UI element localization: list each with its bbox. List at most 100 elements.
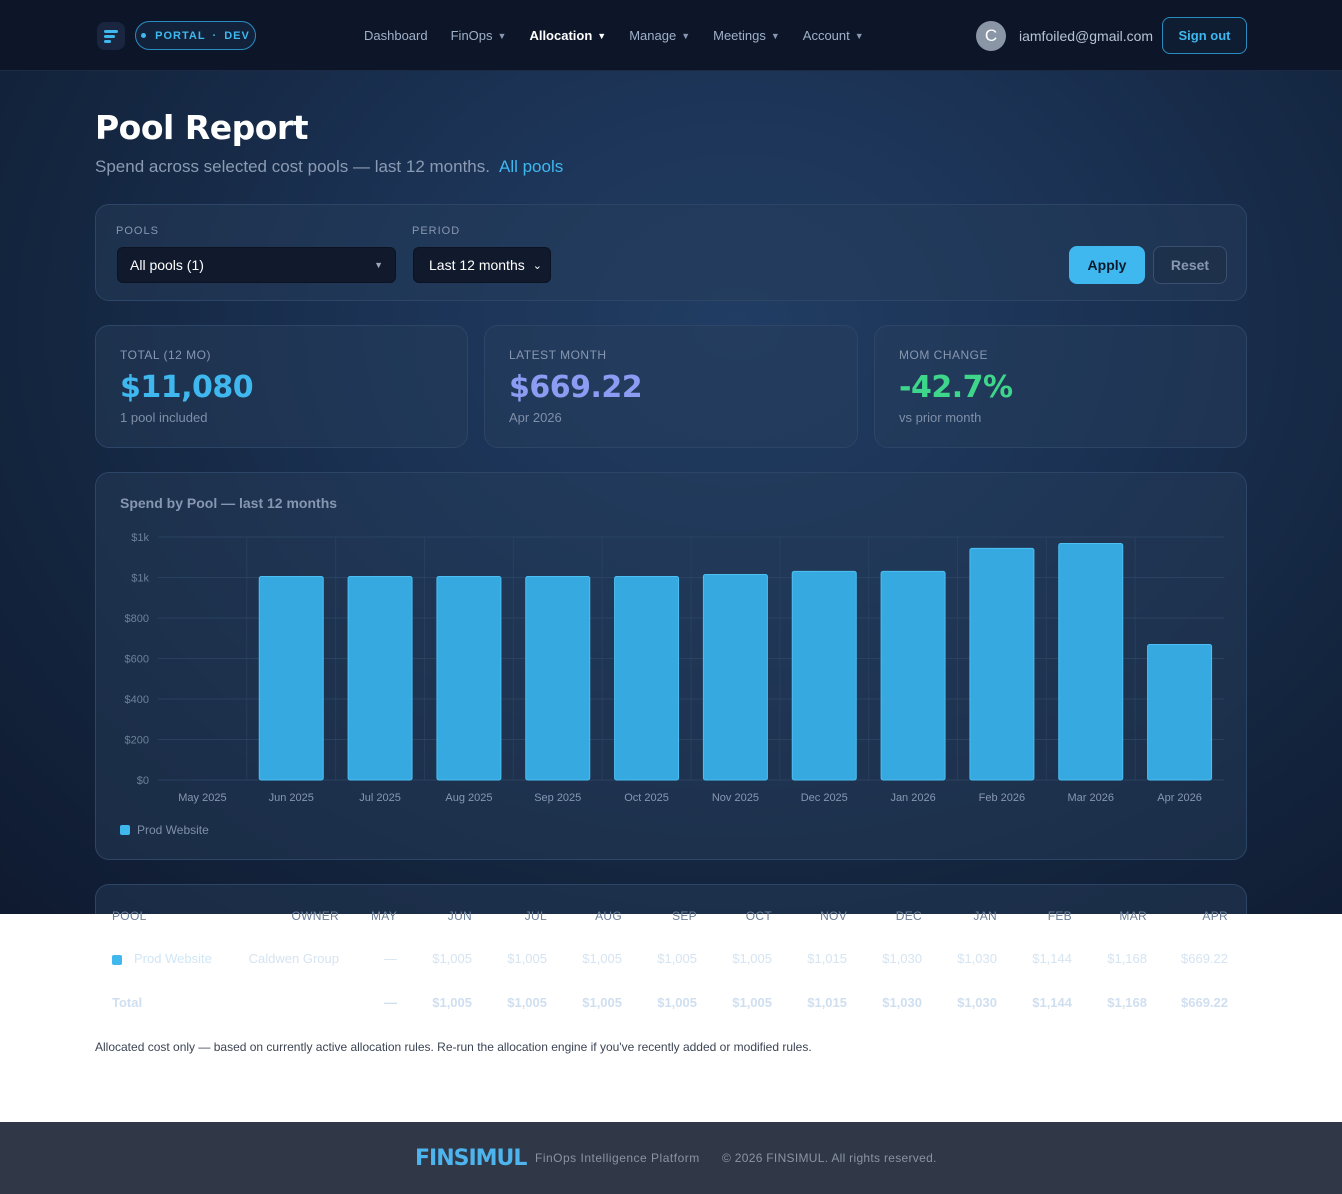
sign-out-button[interactable]: Sign out [1162, 17, 1247, 54]
pools-select[interactable]: All pools (1) ▼ [117, 247, 396, 283]
pools-select-value: All pools (1) [130, 257, 204, 273]
stat-mom-label: MOM CHANGE [899, 348, 988, 362]
pool-color-swatch [112, 955, 122, 965]
nav-allocation[interactable]: Allocation ▼ [529, 28, 606, 43]
table-cell: $1,168 [1107, 951, 1147, 966]
avatar[interactable]: C [976, 21, 1006, 51]
table-header-jan: JAN [973, 909, 997, 923]
total-cell: $1,005 [582, 995, 622, 1010]
table-header-nov: NOV [820, 909, 847, 923]
bar-jun-2025 [258, 575, 324, 781]
x-tick-label-11: Apr 2026 [1157, 792, 1202, 804]
reset-button[interactable]: Reset [1153, 246, 1227, 284]
stat-card-total: TOTAL (12 MO) $11,080 1 pool included [95, 325, 468, 448]
stat-total-label: TOTAL (12 MO) [120, 348, 211, 362]
x-tick-label-0: May 2025 [178, 792, 226, 804]
bar-nov-2025 [702, 573, 768, 781]
spend-chart: $0 $200 $400 $600 $800 $1k $1k May 2025 Jun 2025… [125, 532, 1224, 804]
stat-total-sub: 1 pool included [120, 410, 208, 425]
x-tick-label-2: Jul 2025 [359, 792, 401, 804]
bar-oct-2025 [614, 575, 680, 781]
pool-table: POOL OWNER MAY JUN JUL AUG SEP OCT NOV DEC JAN FEB M… [0, 0, 1342, 1010]
bar-jan-2026 [880, 570, 946, 781]
bar-dec-2025 [791, 570, 857, 781]
table-header-may: MAY [370, 909, 397, 923]
table-header-feb: FEB [1047, 909, 1072, 923]
total-row-label: Total [112, 995, 143, 1010]
period-select[interactable]: Last 12 months ⌄ [413, 247, 551, 283]
table-cell: — [384, 951, 397, 966]
caret-down-icon: ▼ [497, 30, 507, 41]
nav-account[interactable]: Account ▼ [803, 28, 864, 43]
caret-down-icon: ▼ [597, 30, 607, 41]
y-tick-label-4: $800 [125, 613, 149, 625]
nav-manage-label: Manage [629, 28, 677, 43]
y-tick-label-2: $400 [125, 694, 149, 706]
chart-title: Spend by Pool — last 12 months [120, 495, 338, 511]
status-dot-icon [141, 33, 147, 38]
nav-finops[interactable]: FinOps ▼ [451, 28, 507, 43]
x-tick-label-7: Dec 2025 [801, 792, 848, 804]
apply-button[interactable]: Apply [1069, 246, 1145, 284]
table-header-aug: AUG [595, 909, 622, 923]
legend-label: Prod Website [137, 823, 209, 837]
caret-down-icon: ▼ [770, 30, 780, 41]
table-header-jul: JUL [524, 909, 547, 923]
table-header-owner: OWNER [291, 909, 339, 923]
table-cell: $1,005 [507, 951, 547, 966]
chevron-down-icon: ▼ [374, 260, 383, 270]
nav-dashboard[interactable]: Dashboard [364, 28, 428, 43]
table-header-oct: OCT [745, 909, 772, 923]
user-email: iamfoiled@gmail.com [1019, 28, 1154, 44]
period-select-value: Last 12 months [429, 257, 525, 273]
table-header-apr: APR [1202, 909, 1228, 923]
pools-filter-label: POOLS [116, 225, 159, 237]
stat-card-mom-change: MOM CHANGE -42.7% vs prior month [874, 325, 1247, 448]
spend-chart-card: Spend by Pool — last 12 months $0 $200 $40… [95, 472, 1247, 860]
nav-account-label: Account [802, 28, 850, 43]
footnote: Allocated cost only — based on currently… [95, 1040, 812, 1054]
total-cell: $1,005 [732, 995, 772, 1010]
caret-down-icon: ▼ [854, 30, 864, 41]
table-header-jun: JUN [447, 909, 472, 923]
nav-manage[interactable]: Manage ▼ [629, 28, 690, 43]
x-tick-label-10: Mar 2026 [1068, 792, 1114, 804]
total-cell: $1,030 [957, 995, 997, 1010]
footer [0, 1122, 1342, 1194]
app-logo-icon[interactable] [97, 22, 125, 50]
table-cell: $669.22 [1181, 951, 1228, 966]
top-nav: PORTAL · DEV Dashboard FinOps ▼ Allocatio… [0, 0, 1342, 71]
total-cell: $1,005 [432, 995, 472, 1010]
bar-sep-2025 [525, 575, 591, 781]
env-separator: · [212, 29, 218, 42]
nav-allocation-label: Allocation [529, 28, 593, 43]
environment-badge[interactable]: PORTAL · DEV [135, 21, 256, 50]
stat-mom-sub: vs prior month [899, 410, 982, 425]
table-cell: $1,030 [957, 951, 997, 966]
total-cell: — [384, 995, 397, 1010]
stat-mom-value: -42.7% [899, 370, 1013, 405]
bar-jul-2025 [347, 575, 413, 781]
env-portal-label: PORTAL [155, 29, 206, 42]
stat-latest-sub: Apr 2026 [509, 410, 562, 425]
x-tick-label-6: Nov 2025 [712, 792, 759, 804]
table-header-dec: DEC [895, 909, 922, 923]
nav-meetings[interactable]: Meetings ▼ [713, 28, 780, 43]
y-tick-label-0: $0 [137, 775, 149, 787]
all-pools-link[interactable]: All pools [498, 157, 564, 176]
filter-panel: POOLS All pools (1) ▼ PERIOD Last 12 mon… [95, 204, 1247, 301]
total-cell: $1,005 [657, 995, 697, 1010]
table-cell: $1,030 [882, 951, 922, 966]
stat-latest-label: LATEST MONTH [509, 348, 607, 362]
total-cell: $1,168 [1107, 995, 1147, 1010]
x-tick-label-4: Sep 2025 [534, 792, 581, 804]
footer-brand-logo: FINSIMUL [415, 1146, 527, 1171]
env-dev-label: DEV [224, 29, 250, 42]
x-tick-label-5: Oct 2025 [624, 792, 669, 804]
nav-dashboard-label: Dashboard [364, 28, 428, 43]
y-tick-label-1: $200 [125, 735, 149, 747]
pool-owner: Caldwen Group [248, 951, 339, 966]
table-cell: $1,005 [582, 951, 622, 966]
pool-name-link[interactable]: Prod Website [134, 951, 212, 966]
footer-copyright: © 2026 FINSIMUL. All rights reserved. [722, 1151, 937, 1165]
